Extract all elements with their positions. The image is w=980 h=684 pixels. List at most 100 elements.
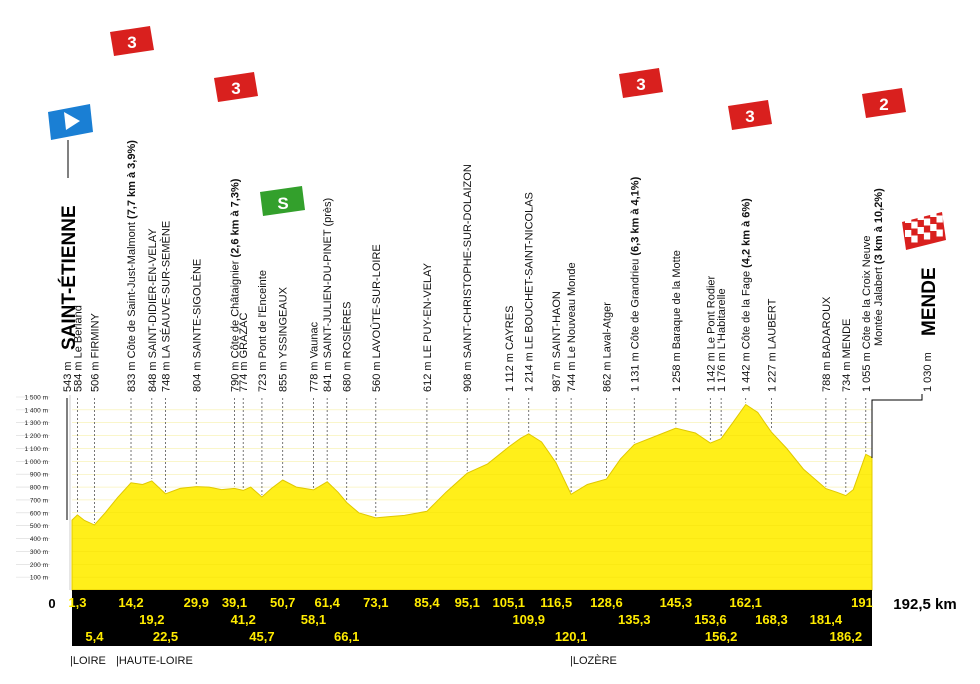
distance-label: 145,3 xyxy=(660,595,693,610)
climb-category: 3 xyxy=(636,75,645,94)
sprint-label: S xyxy=(277,194,288,213)
start-name: SAINT-ÉTIENNE xyxy=(58,205,80,350)
waypoint-name: 862 m Laval-Atger xyxy=(601,302,613,392)
waypoint-saint-didier: 848 m SAINT-DIDIER-EN-VELAY xyxy=(147,228,159,392)
waypoint-baraque-motte: 1 258 m Baraque de la Motte xyxy=(671,250,683,392)
checker-square xyxy=(905,230,912,237)
waypoint-croix-neuve-line2: Montée Jalabert (3 km à 10,2%) xyxy=(873,188,885,346)
altitude-axis: 100 m 200 m 300 m 400 m 500 m 600 m 700 m 800 m… xyxy=(25,395,71,590)
waypoint-name: 1 131 m Côte de Grandrieu xyxy=(629,256,641,392)
waypoint-name: 734 m MENDE xyxy=(841,319,853,392)
climb-detail: (3 km à 10,2%) xyxy=(873,188,885,264)
distance-label: 95,1 xyxy=(455,595,480,610)
waypoint-name: 987 m SAINT-HAON xyxy=(551,291,563,392)
finish-guide xyxy=(871,394,923,458)
climb-badge-saint-just-malmont xyxy=(110,26,154,56)
waypoint-name: 1 112 m CAYRES xyxy=(504,306,516,392)
waypoint-sainte-sigolene: 804 m SAINTE-SIGOLÈNE xyxy=(190,259,203,392)
finish-name: MENDE xyxy=(919,267,940,336)
altitude-tick: 500 m xyxy=(30,523,48,530)
waypoint-lavoute: 560 m LAVOÛTE-SUR-LOIRE xyxy=(370,244,383,392)
waypoint-name: 744 m Le Nouveau Monde xyxy=(566,262,578,392)
elevation-profile xyxy=(71,403,873,591)
distance-label: 116,5 xyxy=(540,595,572,610)
waypoint-laubert: 1 227 m LAUBERT xyxy=(766,298,778,392)
distance-label: 14,2 xyxy=(118,595,143,610)
climb-detail: (7,7 km à 3,9%) xyxy=(126,140,138,219)
waypoint-name: 790 m Côte de Châtaignier xyxy=(229,257,241,392)
waypoint-name: 723 m Pont de l'Enceinte xyxy=(257,270,269,392)
waypoint-name: 788 m BADAROUX xyxy=(821,296,833,392)
altitude-grid xyxy=(16,396,50,578)
waypoint-le-puy: 612 m LE PUY-EN-VELAY xyxy=(422,262,434,392)
waypoint-labels: 584 m Le Berland 506 m FIRMINY 833 m Côt… xyxy=(58,140,940,523)
distance-label: 1,3 xyxy=(68,595,86,610)
altitude-tick: 200 m xyxy=(30,562,48,569)
altitude-tick: 1 000 m xyxy=(25,459,49,466)
finish-altitude: 1 030 m xyxy=(922,352,934,392)
checker-square xyxy=(917,227,924,234)
distance-zero: 0 xyxy=(48,596,55,611)
distance-label: 156,2 xyxy=(705,629,738,644)
waypoint-yssingeaux: 855 m YSSINGEAUX xyxy=(278,286,290,392)
altitude-tick: 1 400 m xyxy=(25,407,49,414)
climb-badge-grandrieu xyxy=(619,68,663,98)
distance-label: 66,1 xyxy=(334,629,359,644)
waypoint-name: Montée Jalabert xyxy=(873,264,885,346)
distance-label: 39,1 xyxy=(222,595,247,610)
altitude-tick: 800 m xyxy=(30,485,48,492)
waypoint-croix-neuve: 1 055 m Côte de la Croix Neuve xyxy=(861,235,873,392)
start-altitude: 543 m xyxy=(62,361,74,392)
altitude-tick: 1 300 m xyxy=(25,420,49,427)
department-haute-loire: |HAUTE-LOIRE xyxy=(116,655,193,667)
checker-square xyxy=(923,218,931,226)
waypoint-name: 1 214 m LE BOUCHET-SAINT-NICOLAS xyxy=(524,192,536,392)
waypoint-name: 1 055 m Côte de la Croix Neuve xyxy=(861,235,873,392)
distance-label: 186,2 xyxy=(830,629,863,644)
waypoint-laval-atger: 862 m Laval-Atger xyxy=(601,302,613,392)
waypoint-name: 560 m LAVOÛTE-SUR-LOIRE xyxy=(370,244,383,392)
altitude-tick: 1 200 m xyxy=(25,433,49,440)
altitude-tick: 400 m xyxy=(30,536,48,543)
start-arrow-icon xyxy=(64,112,80,130)
distance-band: 0 192,5 km 1,3 14,2 29,9 39,1 50,7 61,4 73,1 85,4… xyxy=(48,590,957,646)
waypoint-name: 584 m Le Berland xyxy=(72,305,84,392)
climb-category: 3 xyxy=(127,33,136,52)
checker-square xyxy=(917,213,924,220)
waypoint-name: 1 142 m Le Pont Rodier xyxy=(705,275,717,392)
distance-label: 73,1 xyxy=(363,595,388,610)
waypoint-name: 774 m GRAZAC xyxy=(238,312,250,392)
waypoint-pont-enceinte: 723 m Pont de l'Enceinte xyxy=(257,270,269,392)
distance-label: 45,7 xyxy=(249,629,274,644)
waypoint-firminy: 506 m FIRMINY xyxy=(89,312,101,392)
waypoint-cayres: 1 112 m CAYRES xyxy=(504,306,516,392)
waypoint-nouveau-monde: 744 m Le Nouveau Monde xyxy=(566,262,578,392)
waypoint-badaroux: 788 m BADAROUX xyxy=(821,296,833,392)
waypoint-name: 1 442 m Côte de la Fage xyxy=(741,268,753,392)
distance-label: 22,5 xyxy=(153,629,178,644)
waypoint-grazac: 774 m GRAZAC xyxy=(238,312,250,392)
climb-category: 3 xyxy=(745,107,754,126)
distance-label: 181,4 xyxy=(810,612,843,627)
total-distance: 192,5 km xyxy=(893,596,956,613)
checker-square xyxy=(905,216,912,223)
waypoint-le-berland: 584 m Le Berland xyxy=(72,305,84,392)
climb-category: 2 xyxy=(879,95,888,114)
profile-area xyxy=(71,403,873,591)
distance-label: 162,1 xyxy=(729,595,762,610)
waypoint-name: 612 m LE PUY-EN-VELAY xyxy=(422,262,434,392)
distance-band-bg xyxy=(72,590,872,646)
waypoint-name: 848 m SAINT-DIDIER-EN-VELAY xyxy=(147,228,159,392)
checker-square xyxy=(936,229,943,237)
distance-label: 58,1 xyxy=(301,612,326,627)
climb-badge-croix-neuve xyxy=(862,88,906,118)
waypoint-seauve: 748 m LA SÉAUVE-SUR-SEMÈNE xyxy=(160,221,173,392)
waypoint-name: 1 176 m L'Habitarelle xyxy=(716,288,728,392)
waypoint-name: 833 m Côte de Saint-Just-Malmont xyxy=(126,219,138,392)
waypoint-habitarelle: 1 176 m L'Habitarelle xyxy=(716,288,728,392)
waypoint-rosieres: 680 m ROSIÈRES xyxy=(341,302,354,392)
altitude-tick: 100 m xyxy=(30,575,48,582)
waypoint-fage: 1 442 m Côte de la Fage (4,2 km à 6%) xyxy=(741,198,753,392)
waypoint-saint-julien: 841 m SAINT-JULIEN-DU-PINET (près) xyxy=(322,198,334,392)
